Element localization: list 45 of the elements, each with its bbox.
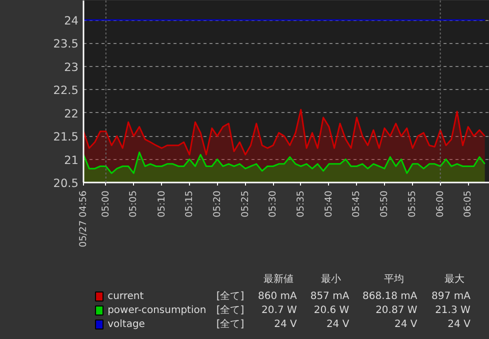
text: 24 V xyxy=(448,319,471,330)
text: [全て] xyxy=(216,290,244,302)
text: 20.7 W xyxy=(262,305,297,316)
y-tick-label: 22.5 xyxy=(53,83,79,98)
legend-label: current xyxy=(108,291,144,302)
text: [全て] xyxy=(216,304,244,316)
text: 860 mA xyxy=(258,291,298,302)
text: 最新値 xyxy=(264,273,294,285)
text: 平均 xyxy=(384,273,404,285)
x-tick-label: 05:50 xyxy=(378,190,390,218)
x-tick-label: 05:55 xyxy=(407,190,418,218)
y-tick-label: 21 xyxy=(64,152,79,167)
x-tick-label: 05:05 xyxy=(128,190,140,218)
x-tick-label: 05:30 xyxy=(268,190,279,218)
x-tick-label: 05/27 04:56 xyxy=(78,190,89,248)
text: 897 mA xyxy=(432,291,471,302)
text: 857 mA xyxy=(310,291,350,302)
text: 24 V xyxy=(394,319,418,330)
text: [全て] xyxy=(216,318,244,330)
y-tick-label: 20.5 xyxy=(53,176,79,190)
text: 21.3 W xyxy=(435,305,471,316)
y-tick-label: 24 xyxy=(64,14,79,28)
text: 最大 xyxy=(444,273,465,285)
x-tick-label: 05:40 xyxy=(323,190,334,218)
y-tick-label: 23.5 xyxy=(53,36,79,51)
text: 24 V xyxy=(274,319,298,330)
x-tick-label: 05:25 xyxy=(240,190,251,218)
x-tick-label: 05:45 xyxy=(351,190,362,218)
text: 最小 xyxy=(320,273,341,285)
text: 868.18 mA xyxy=(362,291,418,302)
x-tick-label: 05:15 xyxy=(184,190,196,218)
x-tick-label: 05:20 xyxy=(212,190,223,218)
x-tick-label: 05:35 xyxy=(295,190,306,218)
text: 24 V xyxy=(326,319,350,330)
y-tick-label: 22 xyxy=(64,106,79,120)
legend-label: power-consumption xyxy=(108,305,206,316)
x-tick-label: 05:00 xyxy=(100,190,112,218)
x-tick-label: 05:10 xyxy=(156,190,168,218)
y-tick-label: 23 xyxy=(64,60,79,74)
legend-label: voltage xyxy=(108,319,145,330)
text: 20.6 W xyxy=(314,305,350,316)
x-tick-label: 06:00 xyxy=(434,190,446,218)
x-tick-label: 06:05 xyxy=(462,190,474,218)
text: 20.87 W xyxy=(376,305,418,316)
y-tick-label: 21.5 xyxy=(53,130,79,144)
